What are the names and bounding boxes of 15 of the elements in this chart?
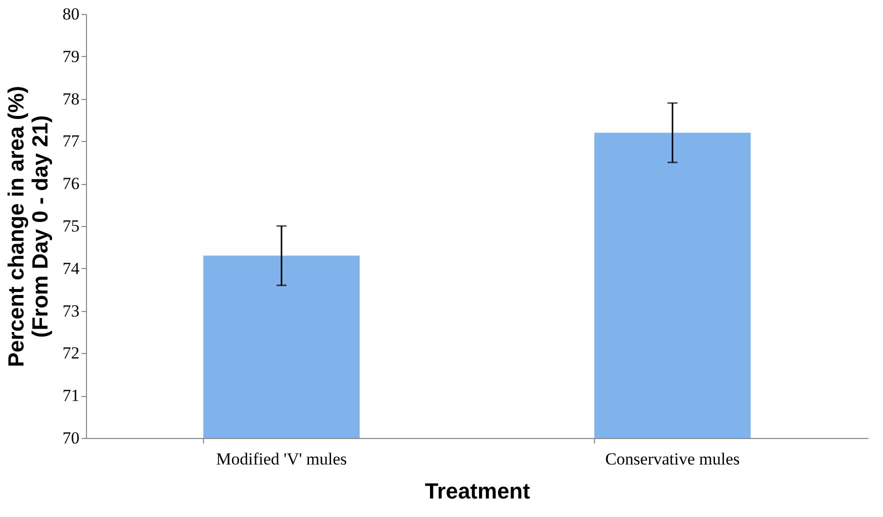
x-axis-title: Treatment	[424, 478, 531, 504]
y-tick-label: 77	[62, 132, 80, 151]
y-tick-label: 70	[62, 428, 80, 448]
y-tick-label: 79	[62, 46, 80, 66]
y-tick-label: 78	[62, 89, 80, 108]
y-tick-label: 74	[62, 258, 80, 278]
y-tick-label: 72	[62, 344, 80, 363]
y-tick-label: 75	[62, 216, 80, 236]
x-tick-label: Conservative mules	[605, 450, 740, 468]
y-tick-label: 73	[62, 301, 80, 320]
y-axis-title: Percent change in area (%) (From Day 0 - day 21)	[4, 86, 52, 368]
y-tick-label: 71	[62, 386, 80, 406]
y-tick-label: 76	[62, 174, 80, 194]
x-tick-label: Modified 'V' mules	[216, 450, 347, 468]
y-tick-label: 80	[62, 4, 80, 24]
